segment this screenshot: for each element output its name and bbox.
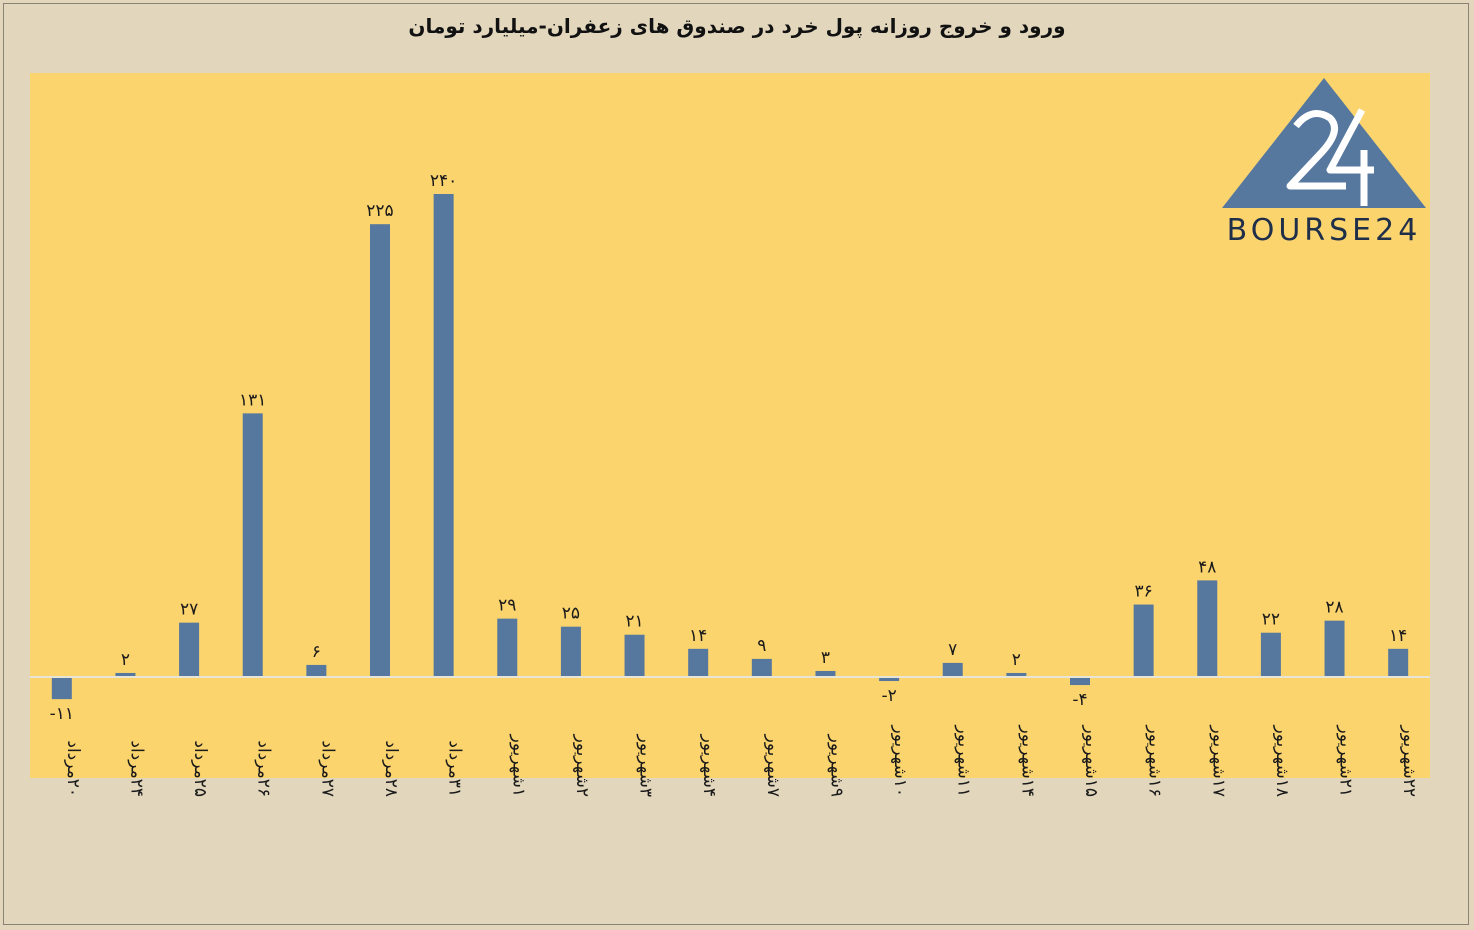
category-tick-label: ۴شهریور <box>699 734 719 797</box>
logo-triangle <box>1222 78 1426 208</box>
data-label: ۲۸ <box>1325 598 1343 618</box>
bar <box>306 664 327 677</box>
bar <box>624 634 645 677</box>
value-labels-group: -۱۱ ۲ ۲۷ ۱۳۱ ۶ ۲۲۵ ۲۴۰ ۲۹ ۲۵ ۲۱ ۱۴ ۹ ۳ -۲ ۷ ۲ -۴ ۳۶ ۴۸ ۲۲ ۲۸… <box>50 171 1408 724</box>
bar <box>688 648 709 677</box>
data-label: ۲۲۵ <box>366 201 393 221</box>
category-tick-label: ۱۵شهریور <box>1081 725 1101 797</box>
bar <box>751 658 772 677</box>
plot-area <box>30 73 1430 778</box>
data-label: ۱۴ <box>1389 626 1407 646</box>
bar <box>815 670 836 677</box>
category-tick-label: ۱۸شهریور <box>1272 725 1292 797</box>
data-label: ۲۹ <box>498 596 516 616</box>
bar <box>1070 677 1090 686</box>
data-label: -۱۱ <box>50 704 74 724</box>
category-labels-group: ۲۰مرداد ۲۴مرداد ۲۵مرداد ۲۶مرداد ۲۷مرداد ۲۸مرد… <box>63 725 1419 797</box>
category-tick-label: ۱۴شهریور <box>1017 725 1037 797</box>
bar <box>1133 604 1154 677</box>
data-label: ۳ <box>821 648 830 668</box>
data-label: ۴۸ <box>1198 557 1216 577</box>
logo-digit-4 <box>1326 108 1374 206</box>
data-label: -۲ <box>881 686 896 706</box>
bar <box>1260 632 1281 677</box>
bar <box>1006 672 1027 677</box>
category-tick-label: ۷شهریور <box>763 734 783 797</box>
data-label: ۲۴۰ <box>430 171 457 191</box>
data-label: ۲ <box>121 650 130 670</box>
category-tick-label: ۹شهریور <box>826 734 846 797</box>
bars-group <box>51 194 1409 700</box>
bar <box>879 677 900 682</box>
data-label: ۷ <box>948 640 957 660</box>
bar <box>179 622 200 677</box>
data-label: ۲۲ <box>1262 610 1280 630</box>
category-tick-label: ۱۷شهریور <box>1208 725 1228 797</box>
category-tick-label: ۳شهریور <box>636 734 656 797</box>
category-tick-label: ۳۱مرداد <box>445 740 465 797</box>
bar <box>1324 620 1345 677</box>
bar <box>115 672 136 677</box>
data-label: ۱۳۱ <box>239 390 266 410</box>
category-tick-label: ۱۱شهریور <box>954 725 974 797</box>
category-tick-label: ۲۶مرداد <box>254 740 274 797</box>
bar <box>51 677 72 700</box>
bar <box>1388 648 1409 677</box>
data-label: ۶ <box>312 642 321 662</box>
category-tick-label: ۱۰شهریور <box>890 725 910 797</box>
bar <box>942 662 963 677</box>
bar <box>242 413 263 677</box>
chart-frame <box>3 3 1469 925</box>
bar <box>497 618 518 677</box>
data-label: ۲۷ <box>180 600 198 620</box>
bourse24-logo: BOURSE24 <box>1222 78 1426 248</box>
category-tick-label: ۲۴مرداد <box>126 740 146 797</box>
data-label: ۲ <box>1012 650 1021 670</box>
category-tick-label: ۲۷مرداد <box>317 740 337 797</box>
category-tick-label: ۲۰مرداد <box>63 740 83 797</box>
category-tick-label: ۲شهریور <box>572 734 592 797</box>
data-label: ۳۶ <box>1135 582 1153 602</box>
category-tick-label: ۲۵مرداد <box>190 740 210 797</box>
bar <box>433 194 454 677</box>
category-tick-label: ۱شهریور <box>508 734 528 797</box>
bar <box>560 626 581 677</box>
data-label: ۹ <box>757 636 766 656</box>
category-tick-label: ۱۶شهریور <box>1145 725 1165 797</box>
chart-title: ورود و خروج روزانه پول خرد در صندوق های … <box>408 14 1066 38</box>
bar <box>370 224 390 677</box>
logo-digit-2 <box>1286 110 1346 190</box>
data-label: ۱۴ <box>689 626 707 646</box>
data-label: ۲۵ <box>562 604 580 624</box>
logo-text: BOURSE24 <box>1227 213 1422 248</box>
category-tick-label: ۲۸مرداد <box>381 740 401 797</box>
bar <box>1197 580 1218 677</box>
data-label: ۲۱ <box>625 612 643 632</box>
category-tick-label: ۲۲شهریور <box>1399 725 1419 797</box>
category-tick-label: ۲۱شهریور <box>1336 725 1356 797</box>
data-label: -۴ <box>1072 690 1087 710</box>
